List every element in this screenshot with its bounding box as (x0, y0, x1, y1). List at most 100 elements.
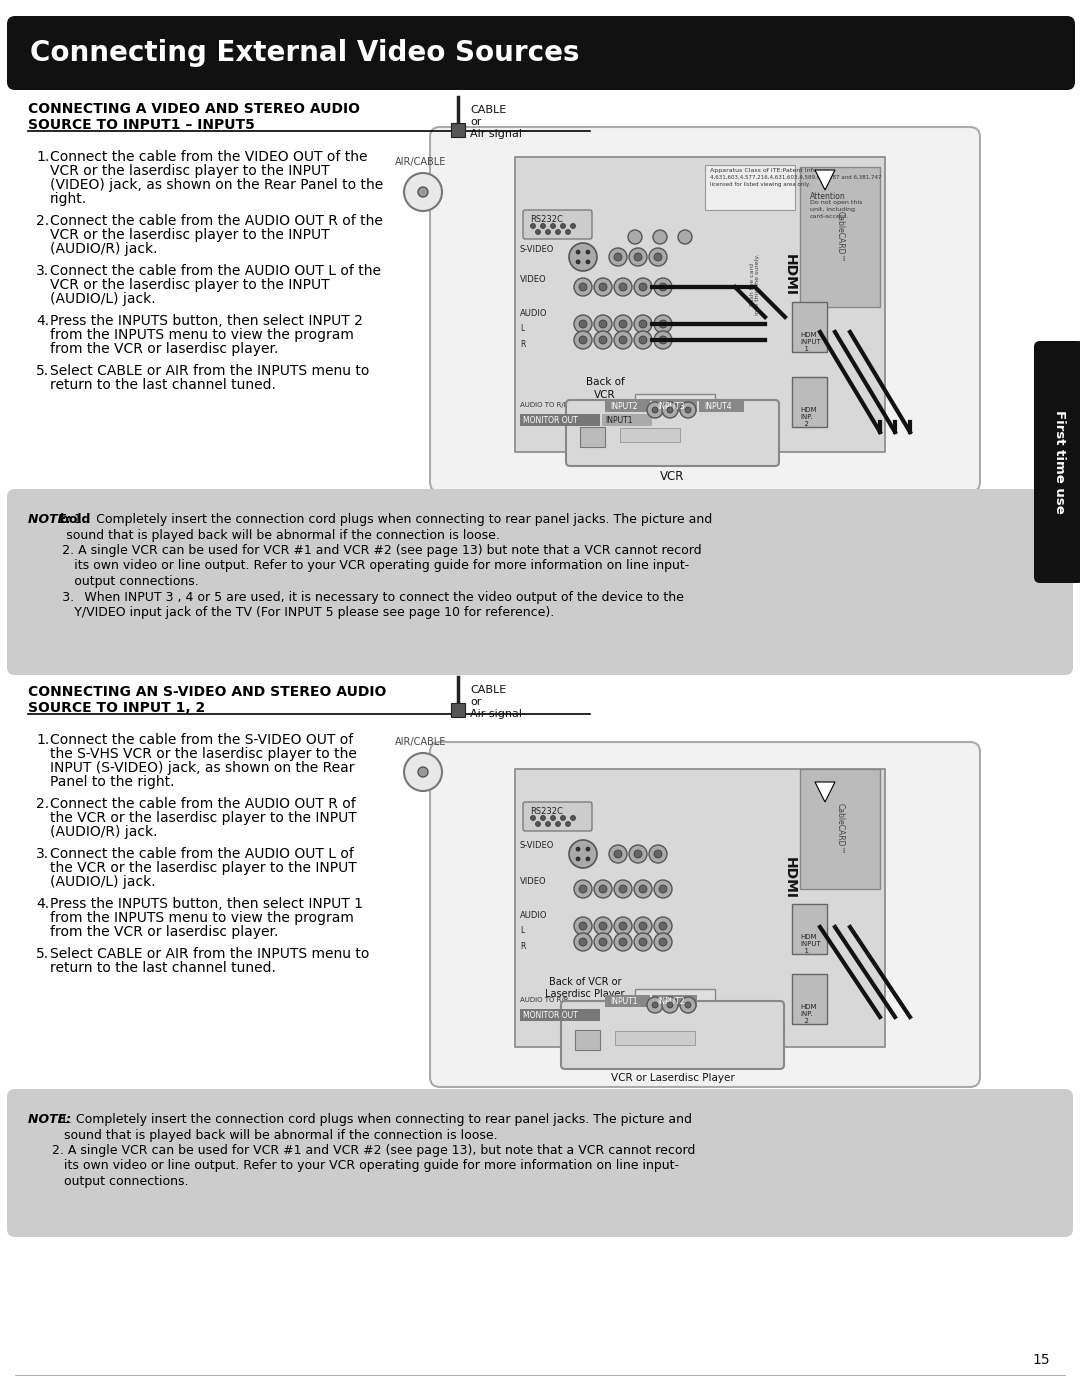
FancyBboxPatch shape (566, 400, 779, 467)
Text: Laserdisc Player: Laserdisc Player (545, 989, 624, 999)
Circle shape (639, 886, 647, 893)
Text: Panel to the right.: Panel to the right. (50, 775, 175, 789)
Circle shape (615, 278, 632, 296)
Circle shape (579, 937, 588, 946)
Circle shape (576, 250, 580, 254)
Circle shape (555, 229, 561, 235)
Text: licensed for listed viewing area only.: licensed for listed viewing area only. (710, 182, 810, 187)
Circle shape (619, 922, 627, 930)
FancyBboxPatch shape (1034, 341, 1080, 583)
Bar (635, 394, 715, 426)
Circle shape (573, 278, 592, 296)
Text: Connecting External Video Sources: Connecting External Video Sources (30, 39, 580, 67)
Text: S-VIDEO: S-VIDEO (519, 244, 554, 253)
Circle shape (569, 840, 597, 868)
Circle shape (599, 937, 607, 946)
Circle shape (654, 849, 662, 858)
Circle shape (619, 886, 627, 893)
Circle shape (615, 933, 632, 951)
Circle shape (652, 407, 658, 414)
Text: 4,631,603,4,577,216,4,631,603,4,589,047,287 and 6,381,747: 4,631,603,4,577,216,4,631,603,4,589,047,… (710, 175, 881, 180)
Bar (451, 703, 465, 717)
Text: Attention: Attention (810, 191, 846, 201)
Circle shape (615, 253, 622, 261)
Bar (515, 156, 885, 453)
Text: the VCR or the laserdisc player to the INPUT: the VCR or the laserdisc player to the I… (50, 812, 356, 826)
Text: L: L (519, 324, 524, 332)
Text: (AUDIO/L) jack.: (AUDIO/L) jack. (50, 875, 156, 888)
Circle shape (662, 997, 678, 1013)
Text: its own video or line output. Refer to your VCR operating guide for more informa: its own video or line output. Refer to y… (28, 1160, 679, 1172)
Text: CONNECTING AN S-VIDEO AND STEREO AUDIO: CONNECTING AN S-VIDEO AND STEREO AUDIO (28, 685, 387, 698)
Circle shape (573, 916, 592, 935)
Circle shape (654, 314, 672, 332)
Circle shape (551, 816, 555, 820)
Circle shape (566, 821, 570, 827)
Text: Back of: Back of (585, 377, 624, 387)
Circle shape (576, 856, 580, 861)
Text: MONITOR OUT: MONITOR OUT (523, 1011, 578, 1020)
Text: from the VCR or laserdisc player.: from the VCR or laserdisc player. (50, 925, 279, 939)
Circle shape (654, 916, 672, 935)
Text: CableCARD™: CableCARD™ (836, 211, 845, 263)
Circle shape (654, 278, 672, 296)
Text: Apparatus Class of ITE:Patent Info.: Apparatus Class of ITE:Patent Info. (710, 168, 819, 173)
Circle shape (680, 997, 696, 1013)
Circle shape (627, 231, 642, 244)
Circle shape (579, 284, 588, 291)
Bar (675, 407, 735, 441)
Circle shape (599, 284, 607, 291)
Text: SOURCE TO INPUT 1, 2: SOURCE TO INPUT 1, 2 (28, 701, 205, 715)
Circle shape (667, 1002, 673, 1009)
Circle shape (404, 753, 442, 791)
Circle shape (659, 886, 667, 893)
Text: AIR/CABLE: AIR/CABLE (395, 156, 446, 168)
Text: CableCARD™: CableCARD™ (836, 803, 845, 855)
Circle shape (615, 916, 632, 935)
Text: from the INPUTS menu to view the program: from the INPUTS menu to view the program (50, 911, 354, 925)
Circle shape (570, 816, 576, 820)
Text: 3.  When INPUT 3 , 4 or 5 are used, it is necessary to connect the video output : 3. When INPUT 3 , 4 or 5 are used, it is… (28, 591, 684, 604)
FancyBboxPatch shape (6, 1090, 1074, 1236)
Text: output connections.: output connections. (28, 1175, 189, 1187)
FancyBboxPatch shape (6, 15, 1075, 89)
Text: Push the card
into this line surely.: Push the card into this line surely. (750, 254, 760, 316)
Text: card-access.: card-access. (810, 214, 849, 219)
Bar (792, 904, 827, 954)
Circle shape (586, 856, 590, 861)
Text: NOTE:: NOTE: (28, 513, 76, 527)
Circle shape (680, 402, 696, 418)
FancyBboxPatch shape (523, 210, 592, 239)
Text: HDM
INP.
  2: HDM INP. 2 (800, 407, 816, 427)
Circle shape (634, 933, 652, 951)
Circle shape (609, 845, 627, 863)
Circle shape (685, 1002, 691, 1009)
Text: 1.  Completely insert the connection cord plugs when connecting to rear panel ja: 1. Completely insert the connection cord… (75, 513, 712, 527)
Bar (605, 995, 650, 1007)
Text: 15: 15 (1032, 1354, 1050, 1368)
Text: OUTPUT: OUTPUT (656, 1032, 690, 1042)
Circle shape (561, 224, 566, 229)
Text: from the INPUTS menu to view the program: from the INPUTS menu to view the program (50, 328, 354, 342)
Text: 3.: 3. (36, 264, 49, 278)
FancyBboxPatch shape (430, 127, 980, 492)
Circle shape (594, 331, 612, 349)
Circle shape (404, 173, 442, 211)
Text: CONNECTING A VIDEO AND STEREO AUDIO: CONNECTING A VIDEO AND STEREO AUDIO (28, 102, 360, 116)
Text: R     L     V: R L V (648, 1023, 690, 1032)
Text: the S-VHS VCR or the laserdisc player to the: the S-VHS VCR or the laserdisc player to… (50, 747, 356, 761)
Text: Digital Audio: Digital Audio (670, 1016, 732, 1025)
Text: HDM
INP.
  2: HDM INP. 2 (800, 1004, 816, 1024)
Bar (602, 414, 652, 426)
Bar (575, 1030, 600, 1051)
Bar (654, 1002, 715, 1037)
Text: Select CABLE or AIR from the INPUTS menu to: Select CABLE or AIR from the INPUTS menu… (50, 365, 369, 379)
Bar (580, 427, 605, 447)
Circle shape (594, 314, 612, 332)
Polygon shape (815, 782, 835, 802)
Circle shape (652, 1002, 658, 1009)
Bar (519, 414, 600, 426)
Circle shape (573, 314, 592, 332)
Text: 5.: 5. (36, 947, 49, 961)
Bar (800, 768, 880, 888)
